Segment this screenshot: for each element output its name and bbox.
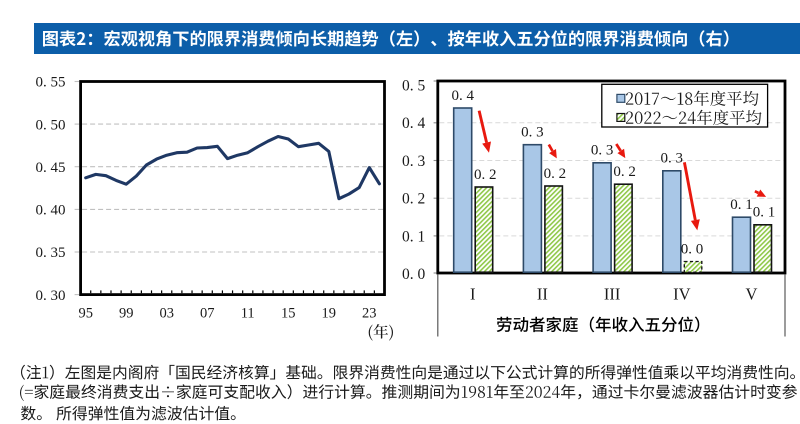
svg-text:95: 95 <box>78 306 93 322</box>
svg-text:0. 3: 0. 3 <box>591 143 614 159</box>
svg-text:0. 4: 0. 4 <box>402 115 426 132</box>
svg-text:0. 0: 0. 0 <box>402 266 426 283</box>
svg-text:99: 99 <box>119 306 134 322</box>
svg-text:0. 4: 0. 4 <box>451 88 474 104</box>
svg-text:0. 3: 0. 3 <box>661 151 684 167</box>
svg-text:0. 5: 0. 5 <box>402 78 426 95</box>
svg-text:0. 55: 0. 55 <box>36 75 66 91</box>
svg-text:0. 2: 0. 2 <box>474 167 497 183</box>
svg-text:0. 2: 0. 2 <box>613 164 636 180</box>
svg-text:0. 50: 0. 50 <box>36 117 66 133</box>
svg-text:0. 3: 0. 3 <box>402 153 426 170</box>
svg-text:0. 0: 0. 0 <box>681 241 704 257</box>
svg-text:IV: IV <box>673 285 690 304</box>
svg-text:0. 3: 0. 3 <box>521 125 544 141</box>
svg-text:V: V <box>746 285 758 304</box>
svg-text:0. 45: 0. 45 <box>36 160 66 176</box>
svg-text:III: III <box>604 285 620 304</box>
svg-text:0. 30: 0. 30 <box>36 288 66 304</box>
svg-text:0. 2: 0. 2 <box>402 191 425 208</box>
svg-text:19: 19 <box>322 306 337 322</box>
svg-text:II: II <box>537 285 548 304</box>
svg-text:07: 07 <box>200 306 215 322</box>
svg-text:0. 2: 0. 2 <box>544 166 567 182</box>
svg-text:11: 11 <box>241 306 255 322</box>
svg-text:0. 40: 0. 40 <box>36 203 66 219</box>
svg-text:I: I <box>470 285 476 304</box>
svg-text:0. 1: 0. 1 <box>402 228 425 245</box>
svg-text:0. 1: 0. 1 <box>730 197 753 213</box>
svg-text:03: 03 <box>159 306 174 322</box>
svg-text:23: 23 <box>362 306 377 322</box>
svg-text:0. 1: 0. 1 <box>753 205 776 221</box>
svg-text:15: 15 <box>281 306 296 322</box>
svg-text:0. 35: 0. 35 <box>36 245 66 261</box>
